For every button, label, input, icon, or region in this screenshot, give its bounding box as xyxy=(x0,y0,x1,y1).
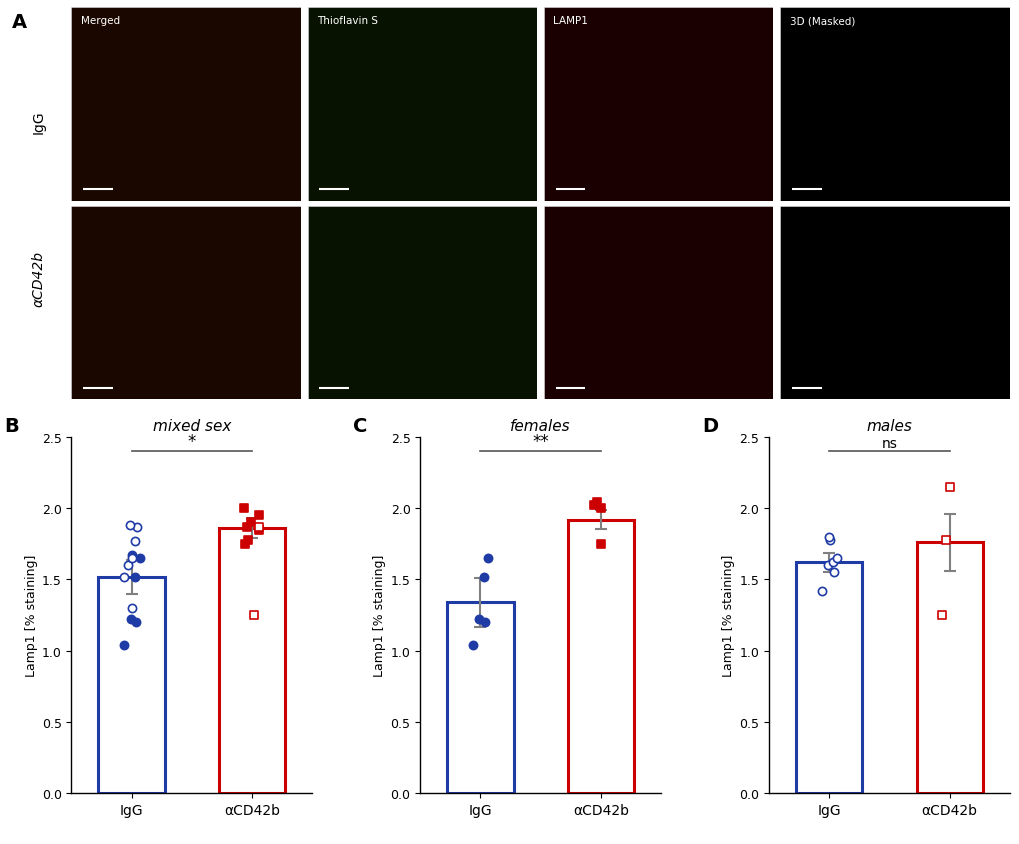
Bar xyxy=(99,577,164,793)
Point xyxy=(820,530,837,544)
Point xyxy=(585,499,601,512)
Bar xyxy=(796,563,862,793)
Bar xyxy=(447,603,513,793)
Point xyxy=(123,602,140,615)
Point xyxy=(116,571,132,584)
Text: **: ** xyxy=(532,432,548,450)
Point xyxy=(593,538,609,551)
Point xyxy=(246,609,262,622)
Point xyxy=(465,639,481,652)
Point xyxy=(122,613,139,626)
Point xyxy=(592,502,608,516)
Point xyxy=(824,556,841,570)
Point xyxy=(933,609,950,622)
Point xyxy=(936,533,953,547)
Point xyxy=(825,566,842,580)
Point xyxy=(588,496,604,510)
Point xyxy=(116,639,132,652)
Text: αCD42b: αCD42b xyxy=(32,251,46,306)
Point xyxy=(239,533,256,547)
Point xyxy=(121,519,138,533)
Y-axis label: Lamp1 [% staining]: Lamp1 [% staining] xyxy=(373,555,386,677)
Point xyxy=(127,571,144,584)
Point xyxy=(251,523,267,537)
Text: *: * xyxy=(187,432,196,450)
Text: ns: ns xyxy=(880,436,897,450)
Point xyxy=(471,613,487,626)
Point xyxy=(131,552,148,565)
Point xyxy=(480,552,496,565)
Bar xyxy=(916,543,981,793)
Point xyxy=(128,521,145,534)
Point xyxy=(243,516,259,529)
Point xyxy=(251,509,267,522)
Point xyxy=(821,533,838,547)
Text: A: A xyxy=(12,13,28,31)
Point xyxy=(123,552,140,565)
Point xyxy=(941,480,957,494)
Y-axis label: Lamp1 [% staining]: Lamp1 [% staining] xyxy=(721,555,735,677)
Bar xyxy=(218,528,284,793)
Text: Merged: Merged xyxy=(81,16,119,26)
Point xyxy=(128,616,145,630)
Text: IgG: IgG xyxy=(32,111,46,134)
Point xyxy=(828,552,845,565)
Title: males: males xyxy=(866,419,912,434)
Text: D: D xyxy=(701,416,717,435)
Point xyxy=(476,571,492,584)
Point xyxy=(236,538,253,551)
Point xyxy=(126,534,143,548)
Y-axis label: Lamp1 [% staining]: Lamp1 [% staining] xyxy=(24,555,38,677)
Text: Thioflavin S: Thioflavin S xyxy=(317,16,377,26)
Text: C: C xyxy=(353,416,367,435)
Point xyxy=(813,584,829,598)
Bar xyxy=(568,520,633,793)
Point xyxy=(119,559,136,572)
Title: mixed sex: mixed sex xyxy=(153,419,230,434)
Point xyxy=(477,616,493,630)
Point xyxy=(819,559,836,572)
Point xyxy=(238,521,255,534)
Point xyxy=(124,549,141,562)
Point xyxy=(251,521,267,534)
Text: LAMP1: LAMP1 xyxy=(552,16,588,26)
Text: 3D (Masked): 3D (Masked) xyxy=(789,16,854,26)
Title: females: females xyxy=(510,419,571,434)
Text: B: B xyxy=(4,416,18,435)
Point xyxy=(235,502,252,516)
